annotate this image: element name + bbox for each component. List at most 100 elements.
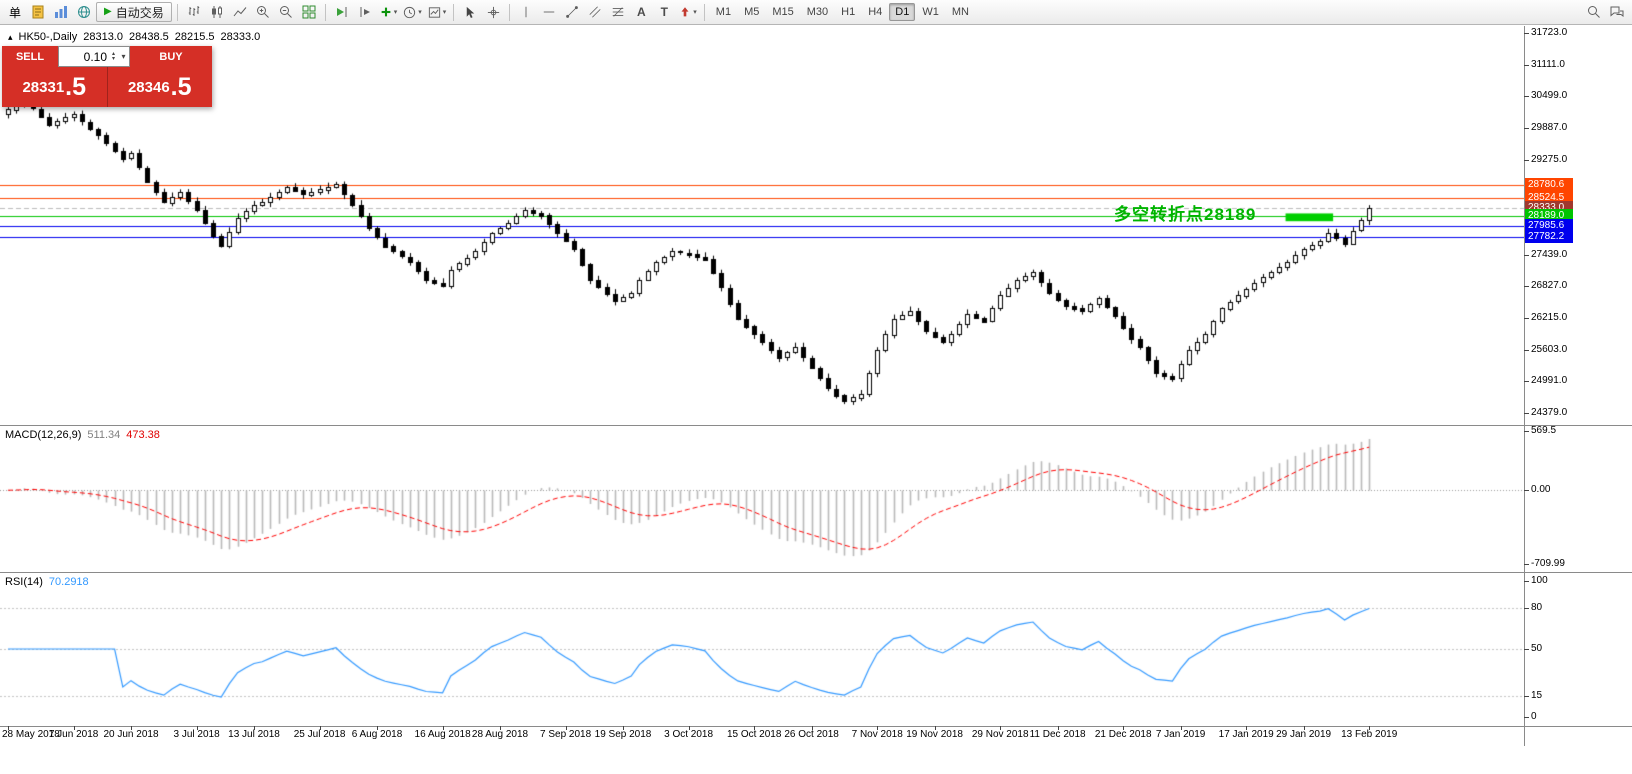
indicators-button[interactable]: ▾ [377,2,400,22]
channel-button[interactable] [584,2,606,22]
price-line-tag: 27782.2 [1525,229,1573,243]
rsi-value: 70.2918 [48,576,89,588]
vertical-line-button[interactable] [515,2,537,22]
close-value: 28333.0 [220,31,261,43]
price-tick-label: 24379.0 [1531,406,1568,418]
market-watch-icon [55,6,68,18]
buy-price-main: 28346 [127,78,170,96]
rsi-indicator-chart[interactable] [0,572,1524,726]
timeframe-m5-button[interactable]: M5 [738,3,765,21]
timeframe-mn-button[interactable]: MN [946,3,975,21]
buy-button[interactable]: BUY [130,46,212,67]
chart-shift-button[interactable] [354,2,376,22]
community-button[interactable] [73,2,95,22]
price-tick-label: 26827.0 [1531,280,1568,292]
rsi-level-label: 100 [1531,575,1548,587]
price-tick-label: 25603.0 [1531,343,1568,355]
open-value: 28313.0 [83,31,123,43]
arrows-button[interactable]: ▾ [676,2,699,22]
timeframe-m30-button[interactable]: M30 [801,3,834,21]
sell-button[interactable]: SELL [2,46,58,67]
auto-scroll-icon [336,7,347,17]
new-order-button[interactable] [27,2,49,22]
sell-price-main: 28331 [22,78,65,96]
fibonacci-icon [613,7,624,17]
high-value: 28438.5 [128,31,169,43]
macd-main-value: 511.34 [87,429,121,441]
macd-axis-label: -709.99 [1531,557,1565,569]
macd-signal-value: 473.38 [126,429,160,441]
macd-header: MACD(12,26,9) 511.34 473.38 [5,429,160,441]
collapse-panel-icon[interactable]: ▴ [8,31,13,42]
line-chart-button[interactable] [229,2,251,22]
main-price-chart[interactable] [0,26,1524,425]
price-line-tag: 28333.0 [1525,201,1573,215]
horizontal-line-button[interactable] [538,2,560,22]
buy-price[interactable]: 28346 .5 [108,67,213,107]
timeframe-m1-button[interactable]: M1 [710,3,737,21]
chart-ohlc-header: ▴ HK50-,Daily 28313.0 28438.5 28215.5 28… [8,31,260,43]
crosshair-button[interactable] [482,2,504,22]
chat-button[interactable] [1606,2,1628,22]
auto-scroll-button[interactable] [331,2,353,22]
spinner-down-icon[interactable]: ▾ [111,55,115,62]
market-watch-button[interactable] [50,2,72,22]
timeframe-d1-button[interactable]: D1 [889,3,916,21]
trendline-button[interactable] [561,2,583,22]
candlestick-chart-button[interactable] [206,2,228,22]
macd-indicator-chart[interactable] [0,425,1524,572]
fibonacci-button[interactable] [607,2,629,22]
timeframe-m15-button[interactable]: M15 [766,3,799,21]
macd-label: MACD(12,26,9) [5,429,82,441]
volume-spinner[interactable]: ▴ ▾ [109,50,118,62]
zoom-out-button[interactable] [275,2,297,22]
template-icon [428,6,440,18]
panel-separator[interactable] [0,425,1632,426]
panel-separator[interactable] [0,572,1632,573]
rsi-label: RSI(14) [5,576,43,588]
bar-chart-button[interactable] [183,2,205,22]
chart-shift-icon [360,7,370,17]
autotrading-label: 自动交易 [115,5,164,20]
price-tick-label: 31111.0 [1531,58,1565,70]
timeframe-w1-button[interactable]: W1 [916,3,945,21]
text-label-button[interactable]: T [653,2,675,22]
zoom-in-button[interactable] [252,2,274,22]
timeframe-h1-button[interactable]: H1 [835,3,861,21]
toolbar-separator [176,3,178,21]
sell-price[interactable]: 28331 .5 [2,67,108,107]
price-line-tag: 28524.5 [1525,191,1573,205]
rsi-level-label: 80 [1531,602,1543,614]
chevron-down-icon: ▾ [693,8,697,16]
tile-windows-icon [302,5,316,19]
price-line-tag: 28189.0 [1525,208,1573,222]
add-indicator-icon [381,7,391,17]
spinner-up-icon[interactable]: ▴ [111,50,115,57]
search-button[interactable] [1583,2,1605,22]
price-tick-label: 24991.0 [1531,375,1568,387]
turning-point-annotation[interactable]: 多空转折点28189 [1114,205,1257,224]
period-button[interactable]: ▾ [400,2,424,22]
globe-icon [78,6,91,18]
rsi-level-label: 0 [1531,710,1537,722]
new-order-icon [32,5,44,19]
arrow-icon [681,7,689,17]
time-scale[interactable] [0,726,1632,746]
rsi-level-label: 50 [1531,643,1543,654]
volume-dropdown-icon[interactable]: ▾ [121,52,126,61]
rsi-header: RSI(14) 70.2918 [5,576,89,588]
price-tick-label: 29887.0 [1531,121,1568,133]
menu-item-order[interactable]: 单 [9,5,22,20]
tile-windows-button[interactable] [298,2,320,22]
timeframe-h4-button[interactable]: H4 [862,3,888,21]
autotrading-button[interactable]: ▶ 自动交易 [96,2,172,22]
low-value: 28215.5 [174,31,215,43]
macd-axis-label: 0.00 [1531,484,1551,496]
toolbar-separator [324,3,326,21]
cursor-button[interactable] [459,2,481,22]
templates-button[interactable]: ▾ [425,2,449,22]
volume-input[interactable]: 0.10 ▴ ▾ ▾ [58,46,130,67]
candlestick-chart-icon [211,6,222,18]
chevron-down-icon: ▾ [442,8,447,16]
text-button[interactable]: A [630,2,652,22]
